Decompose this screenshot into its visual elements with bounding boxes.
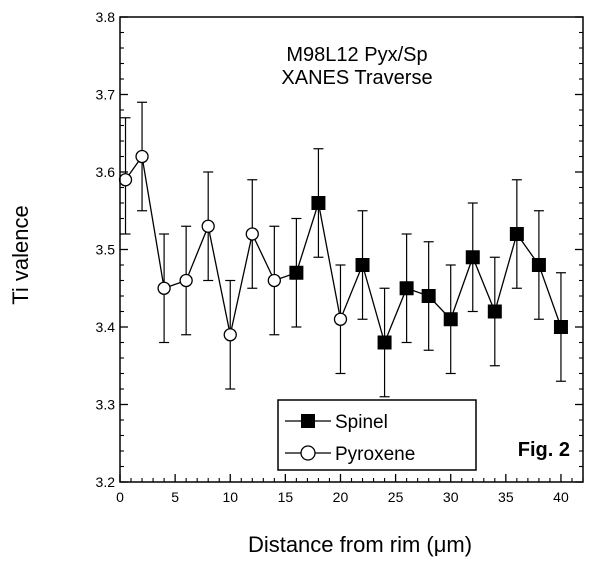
spinel-point (355, 258, 370, 272)
pyroxene-point (245, 227, 259, 241)
legend-pyroxene-label: Pyroxene (335, 444, 415, 465)
pyroxene-point (223, 328, 237, 342)
x-tick-label: 30 (443, 489, 459, 505)
spinel-point (531, 258, 546, 272)
pyroxene-point (157, 281, 171, 295)
y-axis-title: Ti valence (8, 205, 33, 304)
x-tick-label: 25 (388, 489, 404, 505)
x-tick-label: 5 (171, 489, 179, 505)
spinel-point (487, 304, 502, 319)
pyroxene-point (267, 273, 281, 288)
spinel-point (443, 312, 458, 327)
spinel-point (311, 196, 326, 210)
pyroxene-point (118, 173, 133, 187)
x-tick-label: 35 (498, 489, 514, 505)
y-tick-label: 3.4 (96, 319, 116, 335)
pyroxene-point (201, 219, 215, 233)
spinel-point (399, 281, 414, 296)
spinel-point (553, 320, 568, 334)
pyroxene-point (179, 273, 193, 288)
legend-pyroxene-marker (300, 445, 316, 461)
x-tick-label: 10 (222, 489, 238, 505)
legend-spinel-marker (301, 414, 315, 428)
y-tick-label: 3.6 (96, 164, 116, 180)
chart-annotation-line-2: XANES Traverse (281, 67, 432, 89)
x-tick-label: 15 (278, 489, 294, 505)
spinel-point (421, 289, 436, 303)
y-tick-label: 3.3 (96, 397, 116, 413)
spinel-point (465, 250, 480, 265)
x-tick-label: 0 (116, 489, 124, 505)
legend-spinel-label: Spinel (335, 412, 388, 433)
y-tick-label: 3.5 (96, 242, 116, 258)
spinel-point (509, 227, 524, 241)
chart-annotation-line-1: M98L12 Pyx/Sp (286, 44, 427, 66)
spinel-point (377, 335, 392, 350)
x-tick-label: 20 (333, 489, 349, 505)
axis-ticks-layer (119, 16, 584, 483)
x-tick-label: 40 (553, 489, 569, 505)
y-tick-label: 3.8 (96, 9, 116, 25)
pyroxene-point (333, 312, 348, 326)
markers-layer (118, 149, 568, 350)
legend: Spinel Pyroxene (277, 399, 477, 471)
x-axis-title: Distance from rim (μm) (248, 532, 472, 557)
pyroxene-point (135, 149, 149, 164)
y-tick-label: 3.2 (96, 474, 116, 490)
figure-label: Fig. 2 (518, 439, 570, 461)
tick-labels-layer: 0 5 10 15 20 25 30 35 40 3.2 3.3 3.4 3.5 3.6 3.7 3.8 (96, 9, 569, 505)
y-tick-label: 3.7 (96, 87, 116, 103)
spinel-point (289, 265, 304, 280)
